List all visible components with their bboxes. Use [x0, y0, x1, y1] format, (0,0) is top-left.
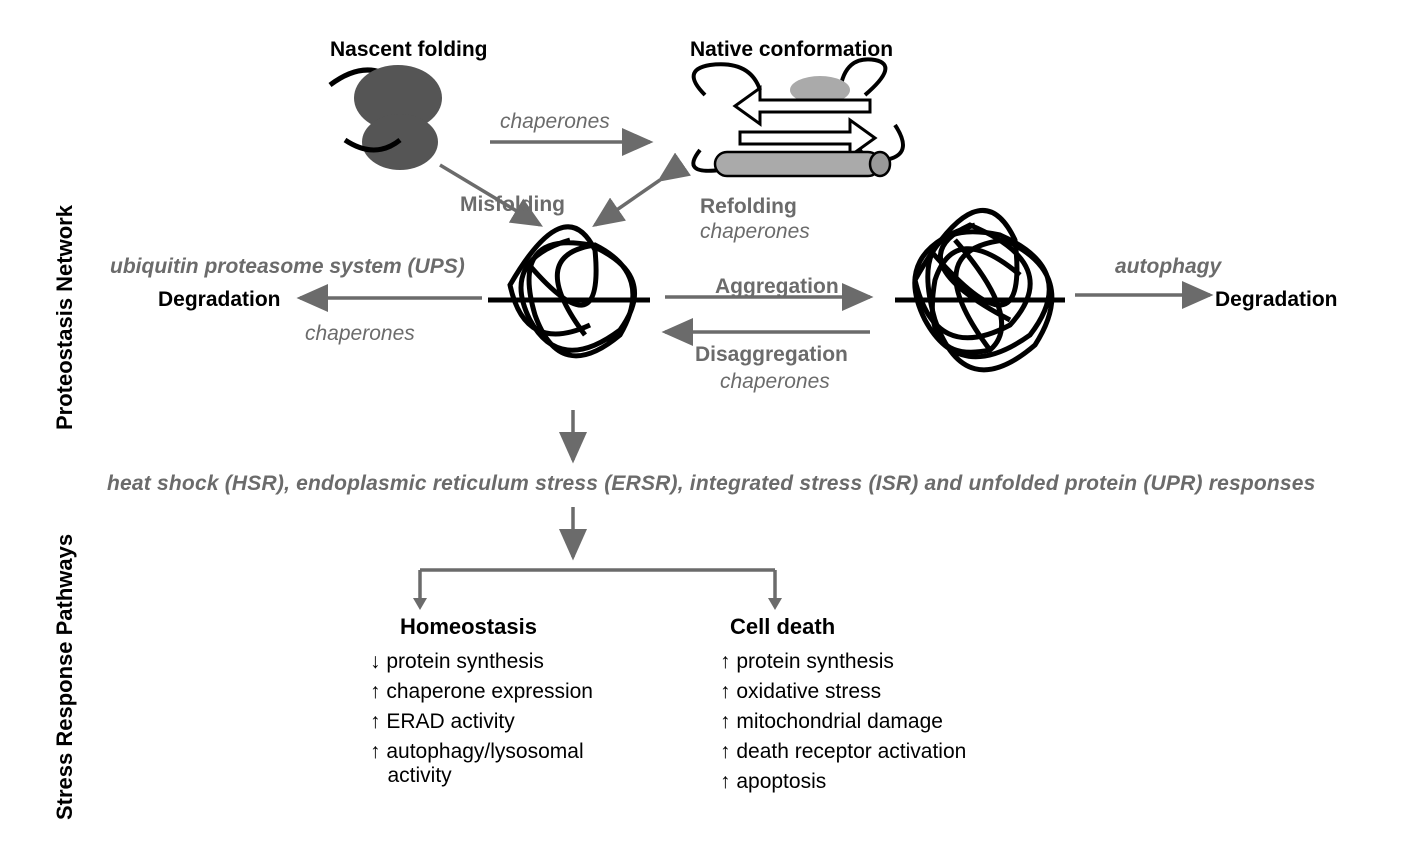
- section-label-proteostasis: Proteostasis Network: [52, 205, 78, 430]
- diagram-label-disagg1: Disaggregation: [695, 343, 848, 367]
- stress-pathways-text: heat shock (HSR), endoplasmic reticulum …: [107, 472, 1316, 496]
- diagram-label-degR: Degradation: [1215, 288, 1338, 312]
- outcome-item: ↑ oxidative stress: [720, 680, 966, 704]
- aggregate-graphic: [895, 210, 1065, 369]
- down-arrow-icon: ↓: [370, 650, 386, 673]
- up-arrow-icon: ↑: [370, 680, 386, 703]
- outcome-item-text: ERAD activity: [386, 710, 514, 733]
- outcome-item-text: mitochondrial damage: [736, 710, 943, 733]
- up-arrow-icon: ↑: [720, 770, 736, 793]
- outcome-item-text: protein synthesis: [736, 650, 894, 673]
- diagram-label-chapTop: chaperones: [500, 110, 610, 134]
- outcome-item: ↑ death receptor activation: [720, 740, 966, 764]
- diagram-label-refold2: chaperones: [700, 220, 810, 244]
- up-arrow-icon: ↑: [720, 740, 736, 763]
- outcome-item-text: protein synthesis: [386, 650, 544, 673]
- outcome-item: ↑ mitochondrial damage: [720, 710, 966, 734]
- diagram-label-agg: Aggregation: [715, 275, 839, 299]
- outcome-celldeath-title: Cell death: [730, 614, 835, 640]
- outcome-item: ↑ ERAD activity: [370, 710, 593, 734]
- outcome-celldeath-list: ↑ protein synthesis↑ oxidative stress↑ m…: [720, 650, 966, 800]
- section-label-stress: Stress Response Pathways: [52, 534, 78, 820]
- outcome-item: ↓ protein synthesis: [370, 650, 593, 674]
- ribosome-graphic: [330, 65, 442, 170]
- misfolded-graphic: [488, 227, 650, 356]
- outcome-homeostasis-list: ↓ protein synthesis↑ chaperone expressio…: [370, 650, 593, 794]
- outcome-item-text: apoptosis: [736, 770, 826, 793]
- outcome-homeostasis-title: Homeostasis: [400, 614, 537, 640]
- outcome-item: ↑ apoptosis: [720, 770, 966, 794]
- diagram-label-misfold: Misfolding: [460, 193, 565, 217]
- up-arrow-icon: ↑: [720, 680, 736, 703]
- outcome-item-text: oxidative stress: [736, 680, 881, 703]
- diagram-label-disagg2: chaperones: [720, 370, 830, 394]
- outcome-item: ↑ chaperone expression: [370, 680, 593, 704]
- diagram-label-nascent: Nascent folding: [330, 38, 488, 62]
- outcome-item-text: death receptor activation: [736, 740, 966, 763]
- diagram-label-chapL: chaperones: [305, 322, 415, 346]
- up-arrow-icon: ↑: [720, 650, 736, 673]
- up-arrow-icon: ↑: [720, 710, 736, 733]
- outcome-item-text: autophagy/lysosomal activity: [370, 740, 584, 787]
- outcome-item: ↑ autophagy/lysosomal activity: [370, 740, 593, 788]
- native-protein-graphic: [693, 59, 903, 176]
- diagram-label-autop: autophagy: [1115, 255, 1221, 279]
- diagram-svg: [0, 0, 1401, 853]
- diagram-label-ups: ubiquitin proteasome system (UPS): [110, 255, 465, 279]
- diagram-label-degL: Degradation: [158, 288, 281, 312]
- outcome-item-text: chaperone expression: [386, 680, 593, 703]
- diagram-label-native: Native conformation: [690, 38, 893, 62]
- up-arrow-icon: ↑: [370, 740, 386, 763]
- outcome-item: ↑ protein synthesis: [720, 650, 966, 674]
- up-arrow-icon: ↑: [370, 710, 386, 733]
- diagram-label-refold1: Refolding: [700, 195, 797, 219]
